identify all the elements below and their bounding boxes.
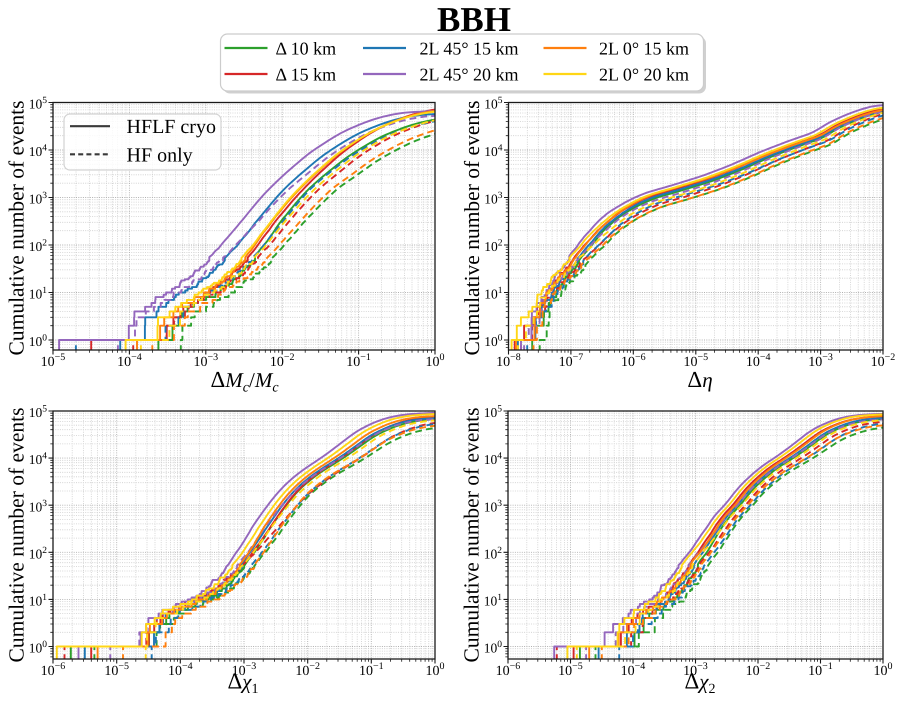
svg-text:HF only: HF only [127, 144, 193, 166]
svg-text:2L 0° 15 km: 2L 0° 15 km [599, 38, 689, 58]
svg-text:HFLF cryo: HFLF cryo [127, 116, 216, 138]
svg-text:ΔMc/Mc: ΔMc/Mc [210, 367, 279, 396]
svg-text:2L 45° 15 km: 2L 45° 15 km [420, 38, 519, 58]
svg-text:Cumulative number of events: Cumulative number of events [460, 101, 484, 356]
svg-text:BBH: BBH [437, 0, 511, 39]
svg-text:Δχ1: Δχ1 [227, 669, 258, 698]
svg-text:Δ 15 km: Δ 15 km [276, 64, 337, 84]
svg-text:2L 0° 20 km: 2L 0° 20 km [599, 64, 689, 84]
svg-text:Cumulative number of events: Cumulative number of events [5, 101, 29, 356]
svg-text:2L 45° 20 km: 2L 45° 20 km [420, 64, 519, 84]
svg-text:Cumulative number of events: Cumulative number of events [5, 408, 29, 663]
svg-text:Δ 10 km: Δ 10 km [276, 38, 337, 58]
svg-text:Δη: Δη [687, 367, 712, 392]
svg-text:Δχ2: Δχ2 [684, 669, 715, 698]
svg-text:Cumulative number of events: Cumulative number of events [460, 408, 484, 663]
